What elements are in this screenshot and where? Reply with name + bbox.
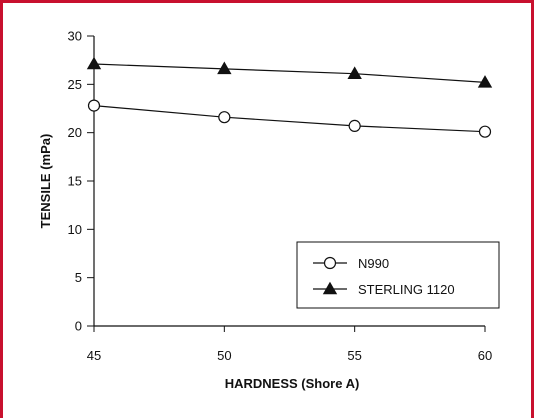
y-tick-label: 20 (68, 125, 82, 140)
y-tick-label: 30 (68, 29, 82, 44)
y-tick-label: 5 (75, 270, 82, 285)
legend: N990 STERLING 1120 (296, 241, 500, 309)
x-axis-title: HARDNESS (Shore A) (225, 376, 360, 391)
y-tick-label: 15 (68, 174, 82, 189)
series-line-n990 (93, 105, 486, 133)
ticks: 0 5 10 15 20 25 30 45 50 55 60 (68, 29, 493, 364)
x-tick-label: 60 (478, 348, 492, 363)
data-point-n990 (478, 125, 492, 138)
data-point-n990 (348, 119, 361, 133)
x-tick-label: 45 (87, 348, 101, 363)
data-point-sterling-1120 (347, 66, 362, 79)
x-tick-label: 50 (217, 348, 231, 363)
legend-marker-sterling-1120 (322, 281, 338, 295)
y-tick-label: 0 (75, 319, 82, 334)
y-tick-label: 10 (68, 222, 82, 237)
legend-label-n990: N990 (358, 256, 389, 271)
data-point-n990 (87, 99, 101, 112)
data-point-sterling-1120 (86, 56, 102, 70)
data-point-n990 (218, 111, 231, 124)
data-point-sterling-1120 (477, 75, 493, 88)
legend-label-sterling-1120: STERLING 1120 (358, 282, 455, 297)
legend-box (296, 241, 500, 309)
y-axis-title: TENSILE (mPa) (38, 134, 53, 229)
series-line-sterling-1120 (93, 63, 486, 83)
series-layer (86, 56, 493, 138)
legend-items (313, 256, 347, 295)
y-tick-label: 25 (68, 77, 82, 92)
x-tick-label: 55 (347, 348, 361, 363)
data-point-sterling-1120 (217, 61, 232, 75)
legend-marker-n990 (323, 256, 337, 270)
